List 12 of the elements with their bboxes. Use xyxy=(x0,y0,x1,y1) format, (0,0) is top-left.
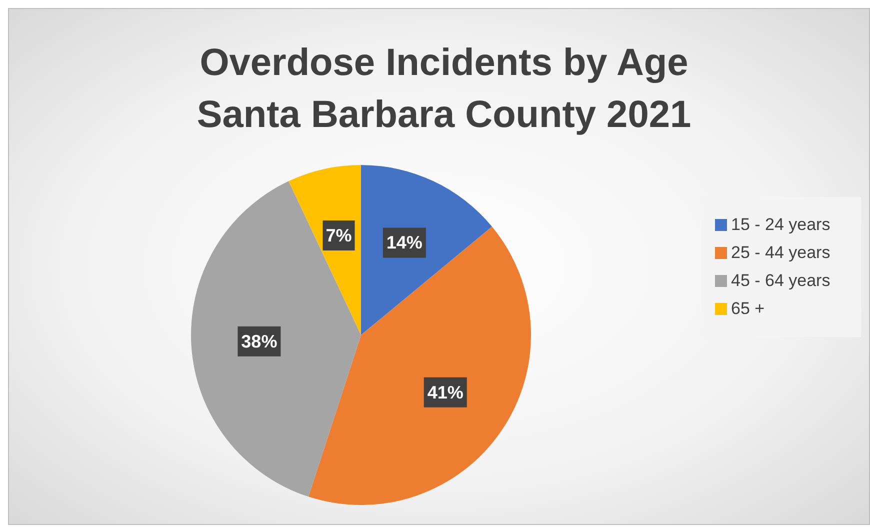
legend-label: 25 - 44 years xyxy=(731,242,830,262)
chart-title: Overdose Incidents by Age Santa Barbara County 2021 xyxy=(196,41,692,138)
legend-label: 15 - 24 years xyxy=(731,214,830,234)
data-label: 41% xyxy=(427,382,464,402)
pie-slice xyxy=(308,226,531,505)
legend-label: 45 - 64 years xyxy=(731,270,830,290)
pie-slice xyxy=(361,165,492,335)
data-label: 14% xyxy=(386,232,422,253)
legend-label: 65 + xyxy=(731,298,765,318)
data-label: 38% xyxy=(241,331,278,352)
data-label: 7% xyxy=(326,225,352,246)
pie-slice xyxy=(191,181,361,497)
